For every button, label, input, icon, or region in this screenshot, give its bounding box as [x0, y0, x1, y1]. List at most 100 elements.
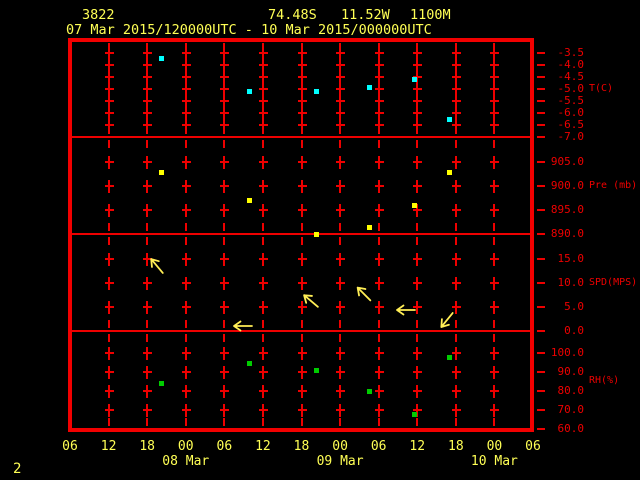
grid-plus-tick-h: [143, 185, 153, 187]
grid-plus-tick-h: [374, 409, 384, 411]
grid-column-dash: [223, 418, 226, 426]
grid-plus-tick-h: [181, 76, 191, 78]
grid-column-dash: [377, 223, 380, 231]
grid-plus-tick-h: [490, 185, 500, 187]
grid-column-dash: [416, 320, 419, 328]
grid-plus-tick-h: [104, 64, 114, 66]
grid-column-dash: [377, 237, 380, 245]
grid-column-dash: [107, 320, 110, 328]
grid-plus-tick-h: [490, 64, 500, 66]
grid-column-dash: [339, 237, 342, 245]
grid-column-dash: [107, 140, 110, 148]
grid-plus-tick-h: [451, 100, 461, 102]
grid-plus-tick-h: [258, 100, 268, 102]
grid-plus-tick-h: [336, 258, 346, 260]
grid-plus-tick-h: [104, 52, 114, 54]
x-axis-tick-label: 12: [255, 439, 271, 454]
temperature-data-point: [247, 89, 253, 95]
y-axis-tick-label: 895.0: [550, 203, 584, 216]
grid-plus-tick-h: [413, 64, 423, 66]
grid-column-dash: [339, 126, 342, 134]
grid-plus-tick-h: [374, 52, 384, 54]
temperature-data-point: [447, 117, 453, 122]
grid-column-dash: [300, 237, 303, 245]
y-axis-tick-label: 60.0: [557, 422, 585, 435]
wind-direction-arrow: [429, 302, 466, 339]
x-axis-tick-label: 06: [62, 439, 78, 454]
grid-column-dash: [416, 223, 419, 231]
grid-plus-tick-h: [104, 371, 114, 373]
grid-plus-tick-h: [258, 371, 268, 373]
grid-column-dash: [223, 223, 226, 231]
grid-plus-tick-h: [104, 100, 114, 102]
grid-column-dash: [107, 126, 110, 134]
grid-plus-tick-h: [104, 112, 114, 114]
grid-plus-tick-h: [413, 100, 423, 102]
grid-plus-tick-h: [413, 124, 423, 126]
grid-column-dash: [261, 223, 264, 231]
x-axis-tick-label: 00: [486, 439, 503, 454]
x-axis-tick-label: 06: [525, 439, 541, 454]
grid-plus-tick-h: [258, 306, 268, 308]
y-axis-tick-label: -3.5: [557, 46, 585, 59]
grid-plus-tick-h: [451, 209, 461, 211]
x-axis-tick-label: 18: [448, 439, 464, 454]
grid-plus-tick-h: [181, 409, 191, 411]
grid-plus-tick-h: [143, 88, 153, 90]
grid-plus-tick-h: [490, 209, 500, 211]
grid-plus-tick-h: [374, 88, 384, 90]
grid-column-dash: [261, 126, 264, 134]
grid-plus-tick-h: [220, 282, 230, 284]
grid-plus-tick-h: [413, 112, 423, 114]
grid-plus-tick-h: [258, 88, 268, 90]
grid-plus-tick-h: [220, 371, 230, 373]
grid-plus-tick-h: [258, 76, 268, 78]
grid-plus-tick-h: [336, 88, 346, 90]
grid-column-dash: [223, 334, 226, 342]
humidity-data-point: [367, 389, 373, 394]
grid-plus-tick-h: [374, 64, 384, 66]
y-axis-tick-label: -5.0: [557, 82, 585, 95]
grid-column-dash: [146, 140, 149, 148]
grid-plus-tick-h: [143, 209, 153, 211]
grid-column-dash: [107, 237, 110, 245]
y-axis-tick-label: 90.0: [557, 365, 585, 378]
grid-plus-tick-h: [336, 209, 346, 211]
pressure-data-point: [314, 232, 320, 237]
grid-plus-tick-h: [451, 52, 461, 54]
grid-column-dash: [261, 320, 264, 328]
pressure-data-point: [159, 169, 165, 175]
x-axis-tick-label: 06: [370, 439, 387, 454]
grid-plus-tick-h: [451, 409, 461, 411]
grid-plus-tick-h: [104, 76, 114, 78]
grid-plus-tick-h: [490, 100, 500, 102]
grid-column-dash: [493, 126, 496, 134]
grid-plus-tick-h: [297, 100, 307, 102]
grid-plus-tick-h: [374, 112, 384, 114]
grid-column-dash: [416, 140, 419, 148]
grid-plus-tick-h: [181, 124, 191, 126]
grid-column-dash: [339, 223, 342, 231]
grid-plus-tick-h: [258, 52, 268, 54]
wind-direction-arrow: [393, 297, 419, 323]
y-axis-tick-label: -7.0: [557, 130, 585, 143]
grid-plus-tick-h: [451, 161, 461, 163]
grid-plus-tick-h: [413, 88, 423, 90]
grid-plus-tick-h: [220, 209, 230, 211]
grid-plus-tick-h: [451, 371, 461, 373]
grid-column-dash: [261, 237, 264, 245]
grid-plus-tick-h: [143, 390, 153, 392]
grid-plus-tick-h: [220, 258, 230, 260]
grid-column-dash: [146, 320, 149, 328]
grid-plus-tick-h: [336, 124, 346, 126]
grid-plus-tick-h: [297, 352, 307, 354]
grid-plus-tick-h: [490, 161, 500, 163]
grid-column-dash: [416, 237, 419, 245]
grid-plus-tick-h: [143, 52, 153, 54]
station-id: 3822: [82, 7, 115, 23]
grid-plus-tick-h: [143, 76, 153, 78]
grid-plus-tick-h: [258, 209, 268, 211]
grid-column-dash: [107, 334, 110, 342]
x-axis-tick-label: 00: [332, 439, 348, 454]
